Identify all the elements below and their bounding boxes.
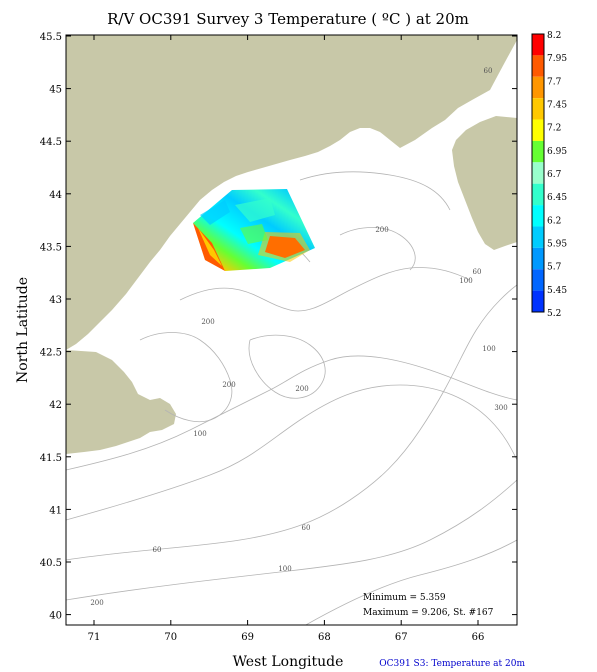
colorbar-swatch	[532, 183, 544, 206]
colorbar-label: 7.95	[547, 54, 567, 64]
colorbar-swatch	[532, 226, 544, 248]
y-tick-label: 43	[49, 295, 62, 306]
contour-label: 200	[375, 226, 388, 234]
colorbar-swatch	[532, 290, 544, 312]
y-tick-label: 40.5	[40, 558, 62, 569]
colorbar-swatch	[532, 140, 544, 163]
colorbar-swatch	[532, 98, 544, 120]
y-tick-label: 42.5	[40, 348, 62, 359]
contour-label: 200	[295, 385, 308, 393]
colorbar-swatch	[532, 205, 544, 227]
contour-label: 60	[302, 524, 311, 532]
y-tick-label: 41.5	[40, 453, 62, 464]
contour-label: 60	[473, 268, 482, 276]
stat-maximum: Maximum = 9.206, St. #167	[363, 608, 494, 618]
colorbar: 8.2 7.95 7.7 7.45 7.2 6.95 6.7 6.45 6.2 5.95 5.7 5.…	[531, 31, 567, 319]
contour-label: 200	[222, 381, 235, 389]
colorbar-frame	[531, 33, 545, 313]
colorbar-label: 7.45	[547, 101, 567, 111]
contour-label: 60	[153, 546, 162, 554]
colorbar-swatch	[532, 162, 544, 184]
colorbar-label: 8.2	[547, 31, 561, 41]
colorbar-label: 5.45	[547, 286, 567, 296]
colorbar-label: 5.2	[547, 309, 561, 319]
y-tick-label: 44.5	[40, 137, 62, 148]
colorbar-label: 7.2	[547, 124, 561, 134]
x-tick-label: 66	[472, 632, 485, 643]
colorbar-label: 5.7	[547, 263, 562, 273]
contour-label: 300	[494, 404, 507, 412]
x-tick-label: 67	[395, 632, 408, 643]
y-tick-label: 41	[49, 505, 62, 516]
colorbar-swatch	[532, 55, 544, 77]
contour-label: 100	[482, 345, 495, 353]
colorbar-swatch	[532, 34, 544, 56]
contour-label: 200	[201, 318, 214, 326]
contour-label: 100	[459, 277, 472, 285]
land-nova-scotia	[452, 116, 517, 250]
colorbar-swatch	[532, 119, 544, 141]
x-tick-label: 71	[88, 632, 101, 643]
x-axis-label: West Longitude	[233, 654, 344, 670]
footer-note: OC391 S3: Temperature at 20m	[379, 659, 525, 669]
plot-frame	[65, 34, 518, 626]
colorbar-label: 6.45	[547, 193, 567, 203]
land-cape-cod	[66, 350, 176, 454]
x-axis-ticks: 71 70 69 68 67 66	[88, 35, 485, 643]
y-tick-label: 42	[49, 400, 62, 411]
colorbar-swatch	[532, 269, 544, 291]
x-tick-label: 70	[164, 632, 177, 643]
y-tick-label: 44	[49, 190, 62, 201]
contour-label: 100	[193, 430, 206, 438]
y-tick-label: 45	[49, 85, 62, 96]
x-tick-label: 69	[241, 632, 254, 643]
y-axis-label: North Latitude	[15, 277, 31, 383]
y-tick-label: 40	[49, 611, 62, 622]
depth-contours	[66, 171, 517, 625]
y-tick-label: 45.5	[40, 32, 62, 43]
colorbar-label: 7.7	[547, 77, 562, 87]
y-axis-ticks: 45.5 45 44.5 44 43.5 43 42.5 42 41.5 41 40.5 40	[40, 32, 517, 622]
y-tick-label: 43.5	[40, 242, 62, 253]
colorbar-label: 6.95	[547, 147, 567, 157]
survey-patch	[193, 189, 315, 271]
land-maine-canada	[66, 35, 517, 350]
colorbar-swatch	[532, 76, 544, 99]
x-tick-label: 68	[318, 632, 331, 643]
colorbar-label: 6.2	[547, 216, 561, 226]
colorbar-label: 6.7	[547, 170, 562, 180]
colorbar-label: 5.95	[547, 240, 567, 250]
contour-label: 60	[484, 67, 493, 75]
chart-title: R/V OC391 Survey 3 Temperature ( ºC ) at…	[107, 10, 469, 28]
stat-minimum: Minimum = 5.359	[363, 593, 446, 603]
colorbar-swatch	[532, 247, 544, 270]
contour-label: 100	[278, 565, 291, 573]
contour-label: 200	[90, 599, 103, 607]
